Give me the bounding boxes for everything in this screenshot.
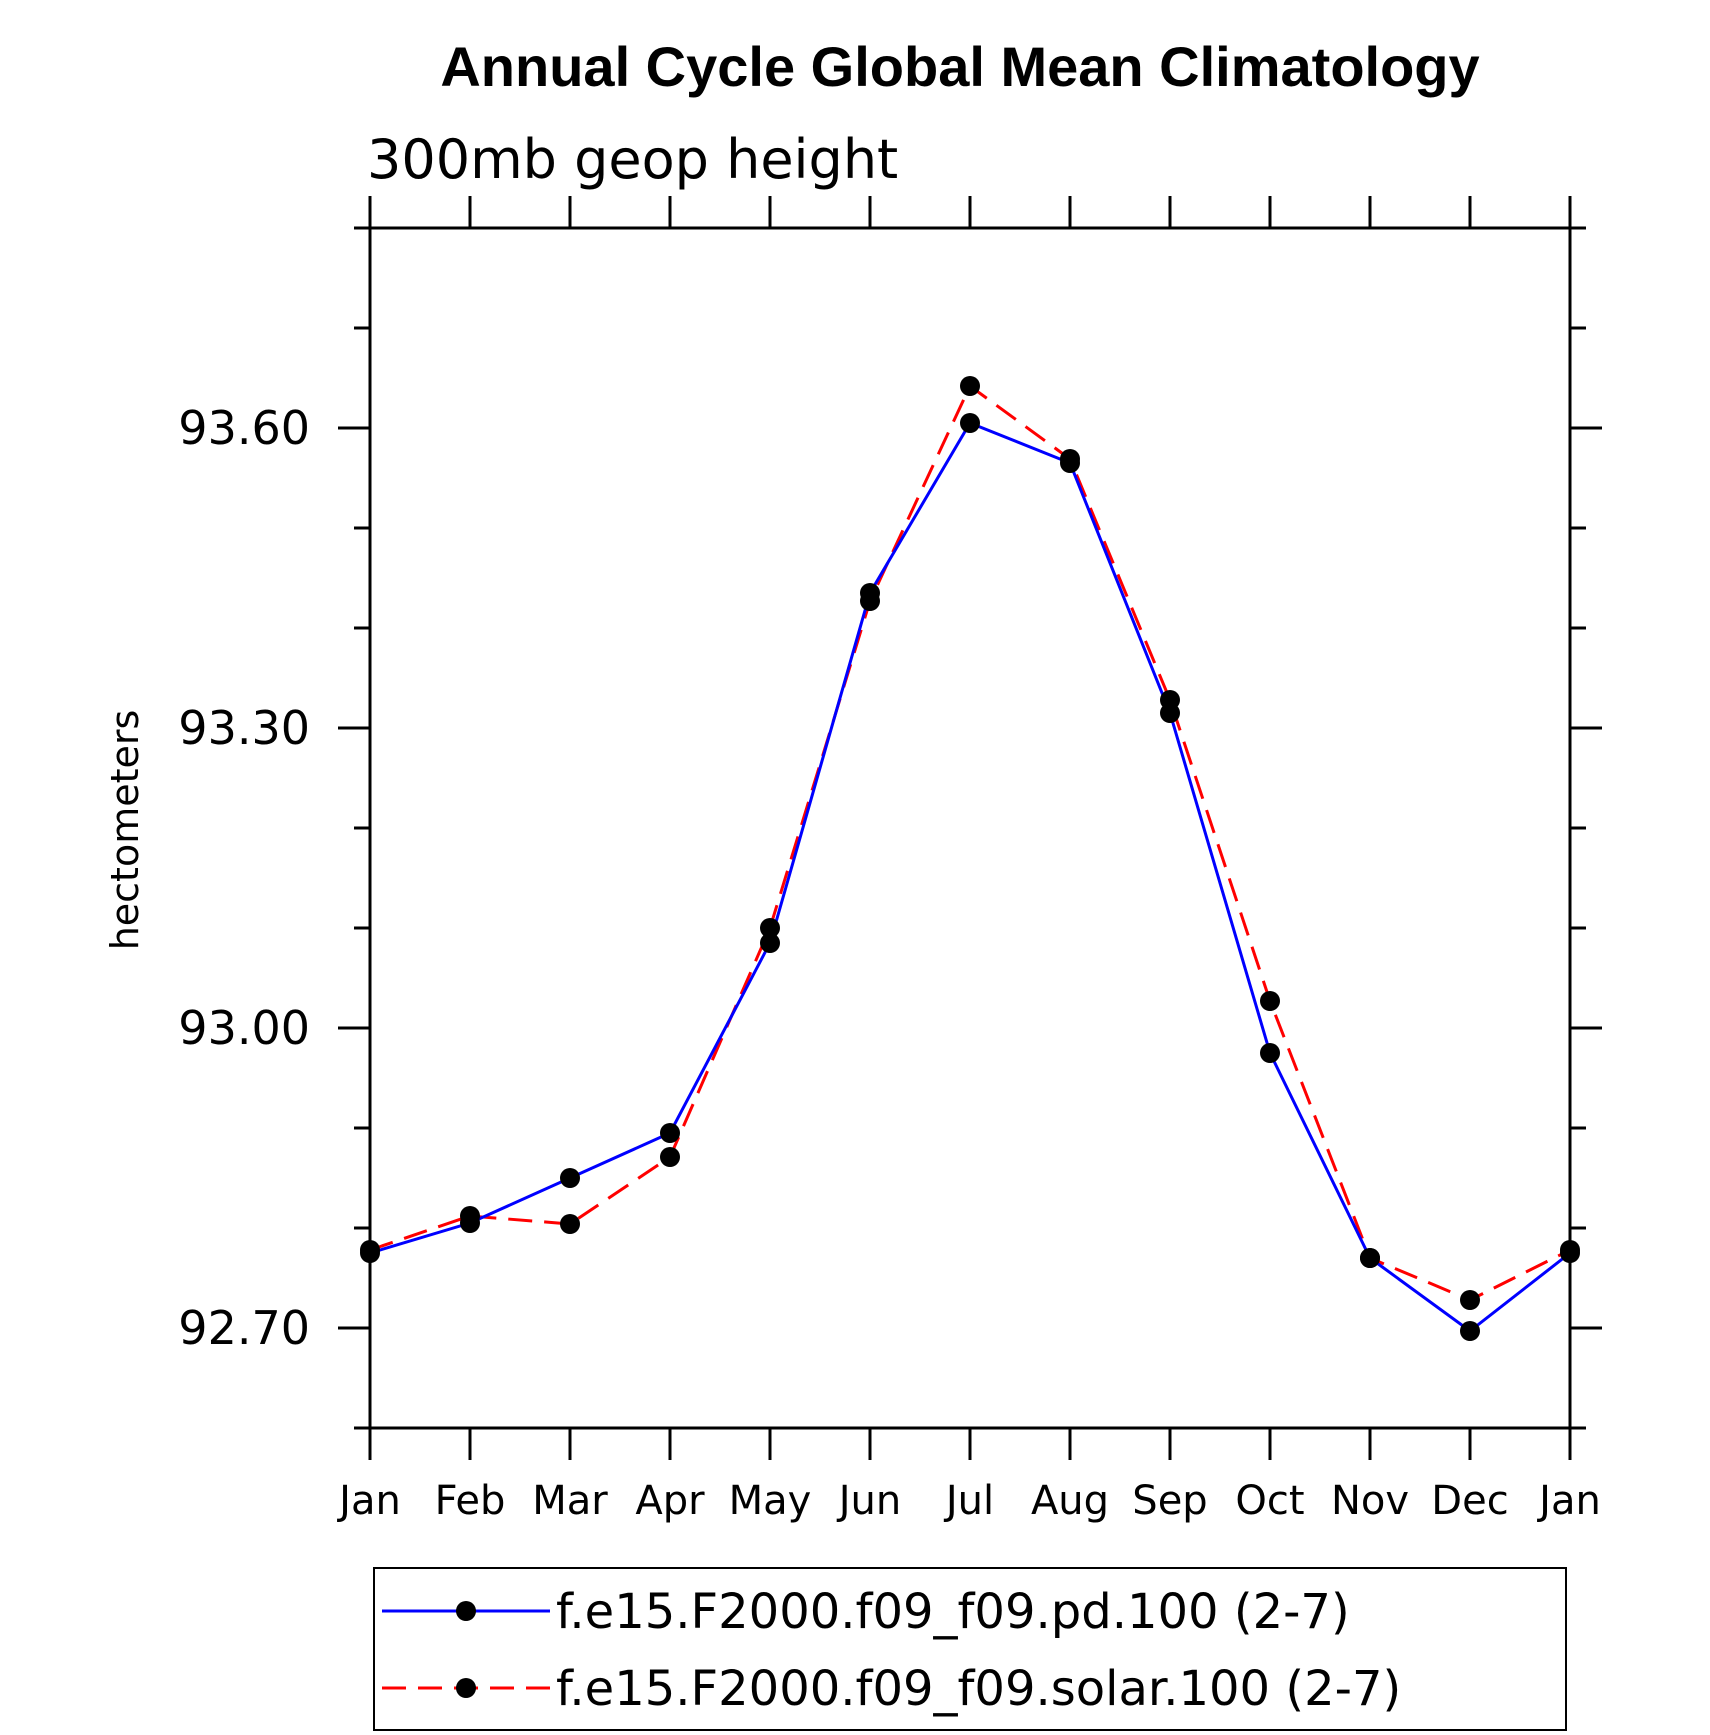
data-point <box>1260 991 1280 1011</box>
data-point <box>1160 690 1180 710</box>
data-point <box>1360 1248 1380 1268</box>
data-point <box>1260 1043 1280 1063</box>
chart-subtitle: 300mb geop height <box>367 128 898 191</box>
data-point <box>460 1206 480 1226</box>
plot-frame <box>368 226 1572 1430</box>
data-point <box>760 933 780 953</box>
data-point <box>1460 1290 1480 1310</box>
series-line <box>369 421 1571 1333</box>
legend-marker <box>456 1678 476 1698</box>
data-point <box>1460 1321 1480 1341</box>
plot-axes: Jan Feb Mar Apr May Jun Jul Aug Sep Oct Nov Dec Jan 9… <box>178 196 1602 1524</box>
series-line <box>369 383 1571 1302</box>
data-point <box>1060 449 1080 469</box>
x-tick-label: Nov <box>1331 1478 1409 1524</box>
legend-box <box>373 1567 1567 1731</box>
x-tick-label: Jan <box>336 1478 401 1524</box>
data-point <box>960 376 980 396</box>
series-layer <box>360 376 1580 1341</box>
data-point <box>860 591 880 611</box>
legend-label: f.e15.F2000.f09_f09.pd.100 (2-7) <box>556 1584 1350 1640</box>
x-tick-label: Sep <box>1132 1478 1207 1524</box>
legend: f.e15.F2000.f09_f09.pd.100 (2-7) f.e15.F2… <box>373 1567 1567 1731</box>
chart-title: Annual Cycle Global Mean Climatology <box>440 35 1479 98</box>
data-point <box>760 918 780 938</box>
y-tick-label: 93.00 <box>178 1001 310 1055</box>
data-point <box>660 1123 680 1143</box>
data-point <box>960 413 980 433</box>
y-axis-title: hectometers <box>103 710 147 951</box>
data-point <box>660 1147 680 1167</box>
x-tick-label: May <box>729 1478 812 1524</box>
data-point <box>1560 1240 1580 1260</box>
x-tick-label: Jan <box>1536 1478 1601 1524</box>
legend-marker <box>456 1601 476 1621</box>
x-tick-label: Mar <box>532 1478 608 1524</box>
x-tick-label: Apr <box>635 1478 705 1524</box>
data-point <box>560 1168 580 1188</box>
y-tick-label: 93.30 <box>178 701 310 755</box>
y-tick-label: 93.60 <box>178 401 310 455</box>
x-tick-label: Jul <box>943 1478 994 1524</box>
x-tick-label: Feb <box>435 1478 506 1524</box>
data-point <box>360 1240 380 1260</box>
x-tick-label: Aug <box>1031 1478 1109 1524</box>
x-tick-label: Dec <box>1431 1478 1508 1524</box>
y-tick-label: 92.70 <box>178 1301 310 1355</box>
x-tick-label: Jun <box>836 1478 902 1524</box>
legend-label: f.e15.F2000.f09_f09.solar.100 (2-7) <box>556 1661 1401 1717</box>
x-tick-label: Oct <box>1235 1478 1304 1524</box>
data-point <box>560 1214 580 1234</box>
